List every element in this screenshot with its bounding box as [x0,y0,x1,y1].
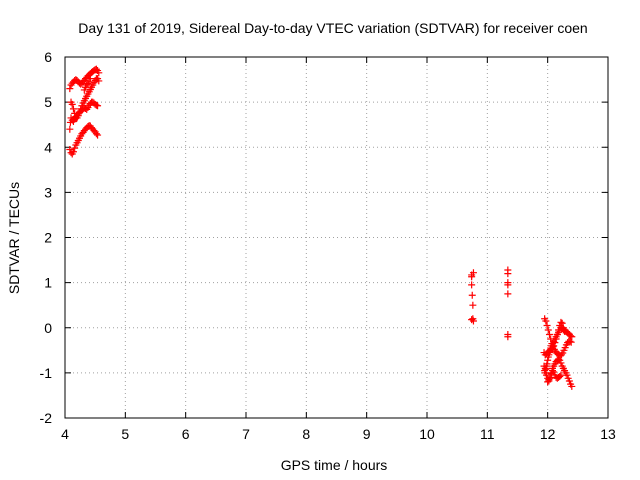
data-point-marker [468,291,476,299]
data-point-marker [568,333,576,341]
y-tick-label: -1 [40,365,53,381]
data-point-marker [71,144,79,152]
data-point-marker [555,355,563,363]
data-point-marker [544,378,552,386]
data-point-marker [542,317,550,325]
data-point-marker [86,75,94,83]
x-tick-label: 8 [302,426,310,442]
data-point-marker [504,281,512,289]
data-point-marker [469,269,477,277]
data-point-marker [563,371,571,379]
y-tick-label: 2 [44,230,52,246]
data-point-marker [94,131,102,139]
chart-title: Day 131 of 2019, Sidereal Day-to-day VTE… [78,20,587,36]
data-point-marker [545,331,553,339]
data-point-marker [92,65,100,73]
x-tick-label: 12 [540,426,556,442]
data-point-marker [85,78,93,86]
data-point-marker [468,316,476,324]
y-tick-label: 0 [44,320,52,336]
grid [65,57,608,418]
data-point-marker [71,109,79,117]
data-point-marker [565,377,573,385]
plot-frame [64,56,609,419]
data-point-marker [66,85,74,93]
data-point-marker [543,360,551,368]
data-point-marker [550,368,558,376]
data-point-marker [557,359,565,367]
y-tick-label: 6 [44,49,52,65]
data-point-marker [77,105,85,113]
data-point-marker [546,374,554,382]
data-point-marker [95,77,103,85]
data-point-marker [567,332,575,340]
y-tick-label: 5 [44,94,52,110]
data-point-marker [557,371,565,379]
data-point-marker [469,301,477,309]
x-tick-label: 4 [61,426,69,442]
data-point-marker [544,326,552,334]
x-tick-label: 13 [600,426,616,442]
data-point-marker [566,337,574,345]
data-point-marker [66,146,74,154]
data-point-marker [543,321,551,329]
data-points [66,65,576,390]
data-point-marker [69,105,77,113]
data-point-marker [504,290,512,298]
x-axis-label: GPS time / hours [281,457,388,473]
data-point-marker [542,365,550,373]
y-tick-label: -2 [40,410,53,426]
data-point-marker [561,327,569,335]
data-point-marker [542,371,550,379]
data-point-marker [468,281,476,289]
x-tick-label: 11 [480,426,495,442]
data-point-marker [541,364,549,372]
x-tick-label: 10 [419,426,435,442]
data-point-marker [94,102,102,110]
y-tick-label: 3 [44,184,52,200]
data-point-marker [568,382,576,390]
x-tick-label: 7 [242,426,250,442]
data-point-marker [75,108,83,116]
data-point-marker [95,69,103,77]
data-point-marker [69,148,77,156]
data-point-marker [68,100,76,108]
y-axis-label: SDTVAR / TECUs [6,182,22,294]
data-point-marker [548,367,556,375]
data-point-marker [66,125,74,133]
data-point-marker [504,270,512,278]
data-point-marker [74,112,82,120]
data-point-marker [567,338,575,346]
x-tick-label: 9 [363,426,371,442]
y-tick-label: 4 [44,139,52,155]
data-point-marker [504,333,512,341]
data-point-marker [559,326,567,334]
data-point-marker [544,356,552,364]
data-point-marker [556,372,564,380]
y-tick-label: 1 [44,275,52,291]
data-point-marker [468,273,476,281]
data-point-marker [92,130,100,138]
x-tick-label: 6 [182,426,190,442]
x-tick-label: 5 [121,426,129,442]
